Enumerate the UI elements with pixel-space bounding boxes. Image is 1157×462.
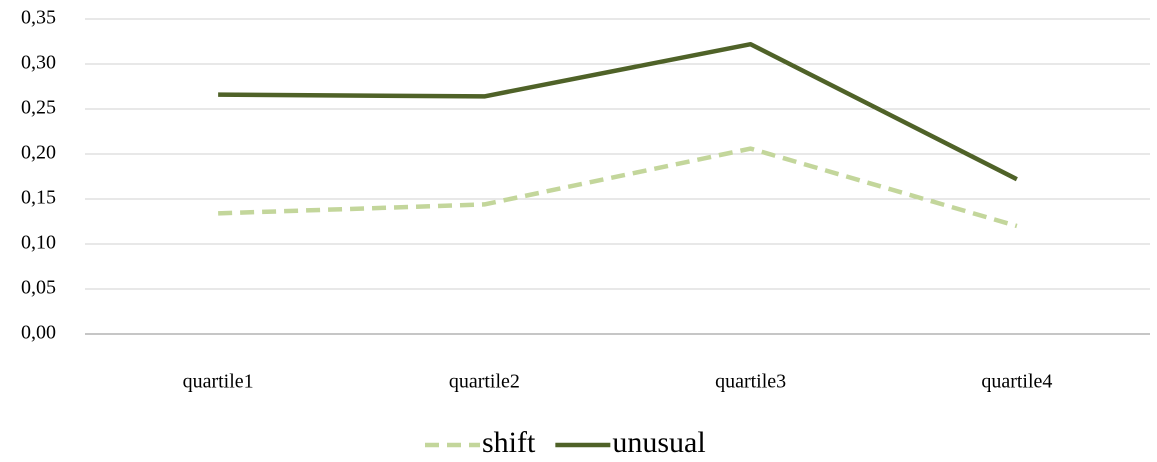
legend-label: unusual [612, 426, 705, 459]
x-tick-label: quartile3 [715, 371, 786, 393]
legend: shift unusual [425, 426, 706, 459]
x-tick-label: quartile4 [981, 371, 1052, 393]
y-tick-label: 0,05 [21, 277, 56, 299]
series-line [218, 146, 1018, 229]
x-tick-label: quartile2 [449, 371, 520, 393]
x-tick-label: quartile1 [183, 371, 254, 393]
series-line [218, 41, 1018, 182]
y-tick-label: 0,15 [21, 187, 56, 209]
y-tick-label: 0,30 [21, 52, 56, 74]
y-tick-label: 0,00 [21, 322, 56, 344]
y-tick-label: 0,10 [21, 232, 56, 254]
y-tick-label: 0,25 [21, 97, 56, 119]
legend-label: shift [482, 426, 536, 459]
y-tick-label: 0,35 [21, 7, 56, 29]
y-tick-label: 0,20 [21, 142, 56, 164]
